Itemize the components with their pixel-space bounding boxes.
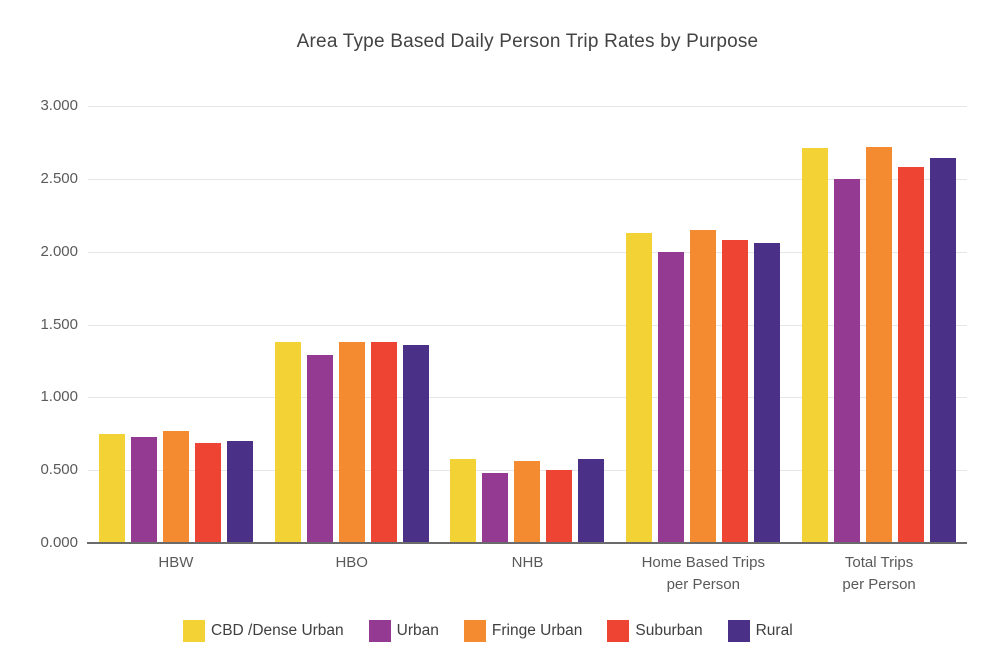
y-axis-tick-label: 1.500 [40,315,78,333]
x-axis-labels: HBW HBO NHB Home Based Trips per Person Tota… [88,552,967,596]
bar-group [615,106,791,543]
bar[interactable] [162,430,189,543]
bar-group [88,106,264,543]
legend-label: Rural [755,622,793,639]
bar[interactable] [754,242,781,543]
bar[interactable] [546,470,573,543]
bar[interactable] [578,458,605,543]
bar[interactable] [370,341,397,543]
bar[interactable] [98,433,125,543]
bar-group [264,106,440,543]
gridline [88,324,967,326]
x-axis-category-label: HBO [335,554,368,571]
bar[interactable] [866,146,893,543]
bar[interactable] [514,461,541,543]
legend-label: Urban [396,622,439,639]
bar[interactable] [130,436,157,543]
bar-group [440,106,616,543]
legend-swatch [183,620,205,642]
legend-swatch [607,620,630,642]
x-axis-line [87,542,967,544]
legend-item[interactable]: Urban [368,620,439,642]
bar[interactable] [658,251,685,543]
bar[interactable] [626,232,653,543]
bar[interactable] [722,240,749,543]
bar[interactable] [690,229,717,543]
gridline [88,397,967,399]
bar[interactable] [898,167,925,543]
gridline [88,251,967,253]
bar[interactable] [338,341,365,543]
legend-swatch [727,620,750,642]
bar[interactable] [482,473,509,543]
x-axis-category-label: Total Trips per Person [842,554,916,593]
gridline [88,106,967,107]
y-axis-tick-label: 3.000 [40,97,78,114]
plot-area [87,106,967,544]
bar[interactable] [402,344,429,543]
y-axis-labels: 0.000 0.500 1.000 1.500 2.000 2.500 3.000 [0,97,78,551]
bar[interactable] [274,341,301,543]
bar[interactable] [834,178,861,543]
legend-item[interactable]: Fringe Urban [463,620,583,642]
chart-title: Area Type Based Daily Person Trip Rates … [296,31,759,52]
bar[interactable] [194,442,221,543]
legend: CBD /Dense Urban Urban Fringe Urban Suburba… [183,620,793,642]
y-axis-tick-label: 2.000 [40,242,78,260]
bar[interactable] [306,355,333,543]
bar[interactable] [930,158,957,543]
legend-label: Suburban [635,622,703,639]
bar[interactable] [450,458,477,543]
x-axis-category-label: Home Based Trips per Person [641,554,765,593]
y-axis-tick-label: 1.000 [40,388,78,406]
bar[interactable] [226,441,253,543]
bar[interactable] [802,148,829,543]
y-axis-tick-label: 0.000 [40,534,78,551]
legend-item[interactable]: Suburban [607,620,703,642]
legend-swatch [368,620,391,642]
y-axis-tick-label: 2.500 [40,169,78,187]
legend-label: Fringe Urban [491,622,583,639]
legend-label: CBD /Dense Urban [211,622,344,639]
y-axis-tick-label: 0.500 [40,461,78,479]
x-axis-category-label: NHB [511,554,544,571]
bar-groups [88,106,967,543]
legend-item[interactable]: Rural [727,620,793,642]
legend-swatch [463,620,486,642]
legend-item[interactable]: CBD /Dense Urban [183,620,344,642]
x-axis-category-label: HBW [158,554,194,571]
bar-group [791,106,967,543]
gridline [88,178,967,180]
